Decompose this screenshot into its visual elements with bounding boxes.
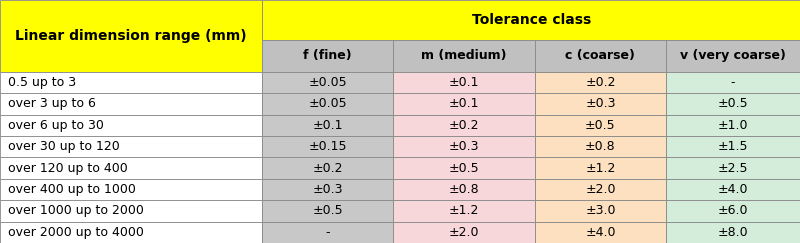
Text: ±3.0: ±3.0 — [585, 204, 616, 217]
Text: m (medium): m (medium) — [422, 49, 506, 62]
Text: ±0.8: ±0.8 — [585, 140, 616, 153]
Bar — [535, 222, 666, 243]
Bar — [393, 40, 535, 72]
Text: -: - — [730, 76, 735, 89]
Text: ±0.5: ±0.5 — [718, 97, 748, 110]
Bar — [666, 93, 800, 114]
Bar — [535, 114, 666, 136]
Text: ±1.2: ±1.2 — [586, 162, 615, 174]
Text: over 400 up to 1000: over 400 up to 1000 — [8, 183, 136, 196]
Text: ±2.0: ±2.0 — [449, 226, 479, 239]
Bar — [535, 136, 666, 157]
Bar — [0, 200, 262, 222]
Text: over 1000 up to 2000: over 1000 up to 2000 — [8, 204, 144, 217]
Bar — [262, 200, 393, 222]
Text: ±0.15: ±0.15 — [308, 140, 347, 153]
Bar — [262, 72, 393, 93]
Text: ±0.3: ±0.3 — [312, 183, 343, 196]
Text: ±8.0: ±8.0 — [718, 226, 748, 239]
Bar — [0, 0, 262, 72]
Text: Linear dimension range (mm): Linear dimension range (mm) — [15, 29, 247, 43]
Bar — [535, 179, 666, 200]
Bar — [393, 200, 535, 222]
Text: ±0.1: ±0.1 — [312, 119, 343, 132]
Bar — [666, 200, 800, 222]
Bar — [262, 136, 393, 157]
Bar — [0, 136, 262, 157]
Text: ±4.0: ±4.0 — [718, 183, 748, 196]
Bar — [535, 157, 666, 179]
Text: over 2000 up to 4000: over 2000 up to 4000 — [8, 226, 144, 239]
Bar — [535, 93, 666, 114]
Text: ±0.05: ±0.05 — [308, 97, 347, 110]
Text: over 120 up to 400: over 120 up to 400 — [8, 162, 128, 174]
Bar — [535, 72, 666, 93]
Bar — [0, 72, 262, 93]
Text: ±0.2: ±0.2 — [585, 76, 616, 89]
Text: 0.5 up to 3: 0.5 up to 3 — [8, 76, 76, 89]
Text: ±1.2: ±1.2 — [449, 204, 479, 217]
Bar — [0, 114, 262, 136]
Bar — [262, 114, 393, 136]
Text: ±2.0: ±2.0 — [585, 183, 616, 196]
Bar — [666, 40, 800, 72]
Bar — [393, 114, 535, 136]
Text: f (fine): f (fine) — [303, 49, 352, 62]
Text: over 3 up to 6: over 3 up to 6 — [8, 97, 96, 110]
Text: ±0.5: ±0.5 — [585, 119, 616, 132]
Text: ±0.5: ±0.5 — [449, 162, 479, 174]
Bar — [0, 93, 262, 114]
Text: ±4.0: ±4.0 — [585, 226, 616, 239]
Bar — [393, 93, 535, 114]
Bar — [393, 157, 535, 179]
Bar — [535, 200, 666, 222]
Bar — [666, 179, 800, 200]
Bar — [393, 72, 535, 93]
Bar — [262, 40, 393, 72]
Text: ±0.8: ±0.8 — [449, 183, 479, 196]
Text: ±0.1: ±0.1 — [449, 97, 479, 110]
Bar — [0, 157, 262, 179]
Text: c (coarse): c (coarse) — [566, 49, 635, 62]
Bar — [666, 157, 800, 179]
Bar — [535, 40, 666, 72]
Bar — [262, 0, 800, 40]
Text: ±1.5: ±1.5 — [718, 140, 748, 153]
Text: ±0.2: ±0.2 — [312, 162, 343, 174]
Text: ±0.2: ±0.2 — [449, 119, 479, 132]
Text: ±0.5: ±0.5 — [312, 204, 343, 217]
Text: -: - — [326, 226, 330, 239]
Bar — [262, 93, 393, 114]
Text: over 30 up to 120: over 30 up to 120 — [8, 140, 120, 153]
Bar — [393, 136, 535, 157]
Bar — [393, 222, 535, 243]
Bar — [262, 179, 393, 200]
Bar — [262, 222, 393, 243]
Bar — [666, 222, 800, 243]
Text: over 6 up to 30: over 6 up to 30 — [8, 119, 104, 132]
Text: Tolerance class: Tolerance class — [471, 13, 591, 27]
Text: ±0.3: ±0.3 — [449, 140, 479, 153]
Bar — [666, 136, 800, 157]
Bar — [666, 114, 800, 136]
Text: ±0.1: ±0.1 — [449, 76, 479, 89]
Text: v (very coarse): v (very coarse) — [680, 49, 786, 62]
Bar — [393, 179, 535, 200]
Bar — [262, 157, 393, 179]
Bar — [0, 179, 262, 200]
Bar — [666, 72, 800, 93]
Text: ±2.5: ±2.5 — [718, 162, 748, 174]
Text: ±0.3: ±0.3 — [585, 97, 616, 110]
Text: ±1.0: ±1.0 — [718, 119, 748, 132]
Text: ±6.0: ±6.0 — [718, 204, 748, 217]
Text: ±0.05: ±0.05 — [308, 76, 347, 89]
Bar — [0, 222, 262, 243]
